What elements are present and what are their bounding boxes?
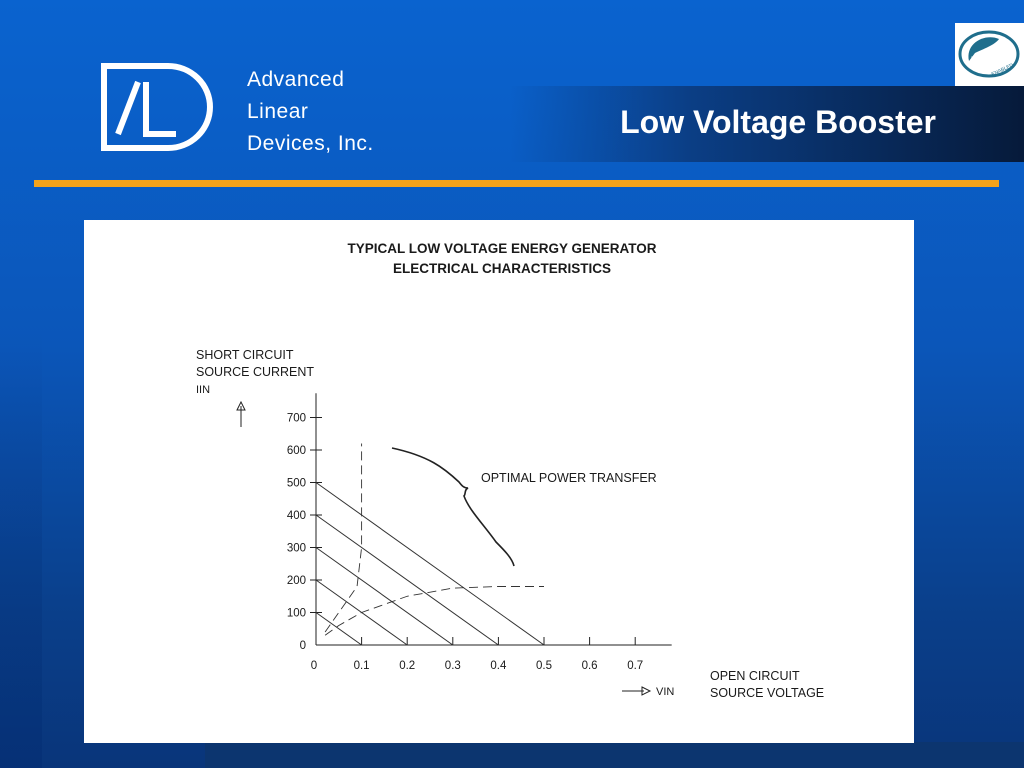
x-arrow-head <box>641 686 652 696</box>
series-line-3 <box>315 547 454 646</box>
y-tick-label: 300 <box>287 543 306 555</box>
company-line-1: Advanced <box>247 68 345 91</box>
company-line-3: Devices, Inc. <box>247 132 374 155</box>
x-tick-label: 0.6 <box>582 660 598 672</box>
y-axis-label-line-1: SHORT CIRCUIT <box>196 348 294 362</box>
chart-title: TYPICAL LOW VOLTAGE ENERGY GENERATOR <box>347 241 656 256</box>
chart-subtitle: ELECTRICAL CHARACTERISTICS <box>393 261 611 276</box>
y-arrow-head <box>236 400 246 411</box>
y-tick-label: 700 <box>287 413 306 425</box>
annotation-brace <box>391 447 515 567</box>
x-axis-label-line-1: OPEN CIRCUIT <box>710 669 800 683</box>
chart-series-group <box>315 443 545 646</box>
x-axis-label-line-2: SOURCE VOLTAGE <box>710 686 824 700</box>
y-tick-label: 200 <box>287 575 306 587</box>
company-name: Advanced Linear Devices, Inc. <box>247 64 374 160</box>
x-tick-label: 0.2 <box>399 660 415 672</box>
background-shade-left <box>0 330 42 768</box>
x-tick-label: 0.1 <box>354 660 370 672</box>
title-bar <box>510 86 1024 162</box>
series-line-7 <box>324 443 363 633</box>
series-line-1 <box>315 612 362 646</box>
x-tick-label: 0.4 <box>490 660 507 672</box>
x-tick-label: 0.5 <box>536 660 552 672</box>
x-tick-label: 0 <box>311 660 317 672</box>
y-axis-label-line-2: SOURCE CURRENT <box>196 365 314 379</box>
epad-badge-text: EPAD <box>971 55 996 65</box>
chart-annotation: OPTIMAL POWER TRANSFER <box>481 471 657 485</box>
background-shade-bottom <box>205 742 1024 768</box>
x-tick-label: 0.3 <box>445 660 461 672</box>
x-tick-label: 0.7 <box>627 660 643 672</box>
y-tick-label: 600 <box>287 445 306 457</box>
ald-logo <box>100 62 222 152</box>
epad-badge: EPAD ENABLED <box>955 23 1024 86</box>
company-line-2: Linear <box>247 100 309 123</box>
series-line-4 <box>315 514 499 646</box>
y-tick-label: 100 <box>287 608 306 620</box>
y-tick-label: 400 <box>287 510 306 522</box>
y-axis-label-line-3: IIN <box>196 384 210 396</box>
chart-panel: TYPICAL LOW VOLTAGE ENERGY GENERATOR ELE… <box>84 220 914 743</box>
slide-title: Low Voltage Booster <box>620 104 936 140</box>
series-line-6 <box>324 586 544 636</box>
x-axis-symbol: VIN <box>656 686 674 698</box>
y-tick-label: 500 <box>287 478 306 490</box>
chart-figure: TYPICAL LOW VOLTAGE ENERGY GENERATOR ELE… <box>196 241 824 700</box>
accent-divider <box>34 180 999 187</box>
chart-axes: 0 100 200 300 400 500 600 700 0 0.1 0.2 0.3 0.4 0.5 0.… <box>236 393 672 696</box>
y-tick-label: 0 <box>300 640 306 652</box>
series-line-5 <box>315 482 545 646</box>
